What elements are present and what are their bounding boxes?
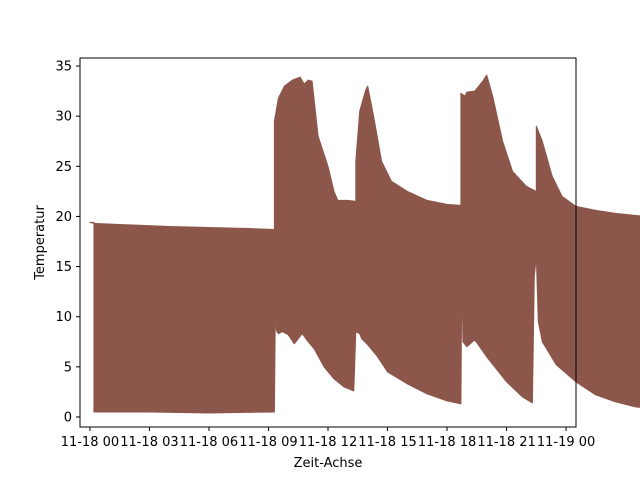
x-axis: 11-18 00 11-18 03 11-18 06 11-18 09 11-18 12…: [61, 427, 595, 450]
y-tick-label: 35: [55, 60, 72, 75]
y-tick-label: 0: [64, 410, 72, 425]
x-tick-label: 11-18 09: [239, 435, 297, 450]
x-tick-label: 11-18 03: [120, 435, 178, 450]
x-tick-label: 11-18 15: [358, 435, 416, 450]
x-tick-label: 11-18 18: [418, 435, 476, 450]
y-tick-label: 30: [55, 110, 72, 125]
x-tick-label: 11-18 00: [61, 435, 119, 450]
y-tick-label: 15: [55, 260, 72, 275]
y-tick-label: 25: [55, 160, 72, 175]
x-tick-label: 11-18 12: [299, 435, 357, 450]
y-tick-label: 5: [64, 360, 72, 375]
y-tick-label: 20: [55, 210, 72, 225]
x-tick-label: 11-18 06: [180, 435, 238, 450]
y-axis-label: Temperatur: [33, 205, 48, 281]
y-tick-label: 10: [55, 310, 72, 325]
plot-area: [89, 74, 640, 414]
series-0-area: [89, 74, 640, 414]
x-tick-label: 11-18 21: [477, 435, 535, 450]
y-axis: 0 5 10 15 20 25 30 35: [55, 60, 80, 425]
x-tick-label: 11-19 00: [537, 435, 595, 450]
x-axis-label: Zeit-Achse: [294, 456, 363, 471]
